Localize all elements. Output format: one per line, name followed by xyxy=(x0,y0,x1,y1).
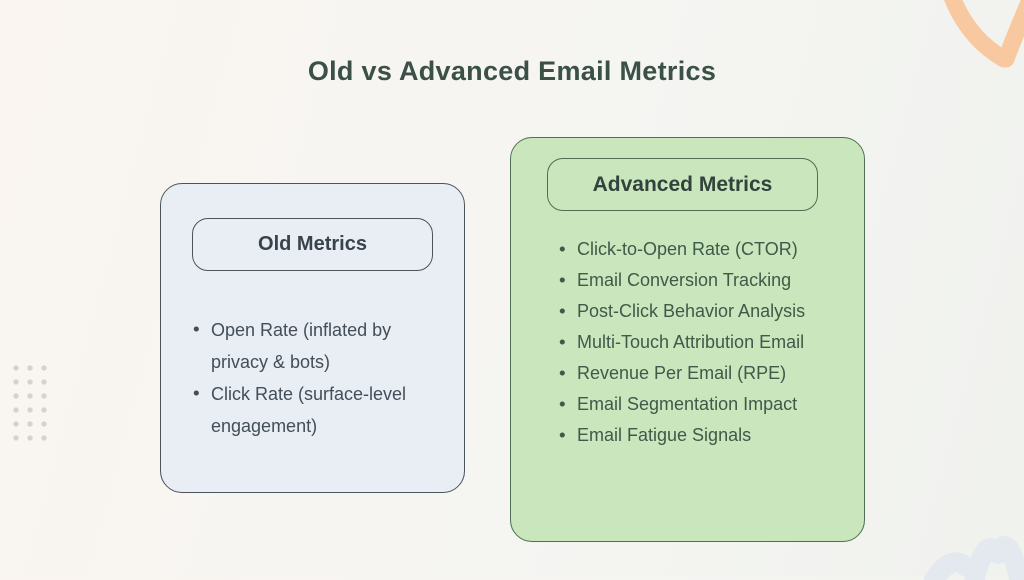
list-item: Click-to-Open Rate (CTOR) xyxy=(559,234,837,265)
old-metrics-list: Open Rate (inflated by privacy & bots) C… xyxy=(191,314,441,442)
list-item: Revenue Per Email (RPE) xyxy=(559,358,837,389)
advanced-metrics-header: Advanced Metrics xyxy=(547,158,818,211)
list-item: Click Rate (surface-level engagement) xyxy=(193,378,431,442)
advanced-metrics-header-label: Advanced Metrics xyxy=(592,172,773,196)
advanced-metrics-card: Advanced Metrics Click-to-Open Rate (CTO… xyxy=(510,137,865,542)
old-metrics-header: Old Metrics xyxy=(192,218,433,271)
list-item: Email Conversion Tracking xyxy=(559,265,837,296)
list-item: Post-Click Behavior Analysis xyxy=(559,296,837,327)
zigzag-icon xyxy=(924,536,1024,580)
page-title: Old vs Advanced Email Metrics xyxy=(307,56,717,86)
old-metrics-card: Old Metrics Open Rate (inflated by priva… xyxy=(160,183,465,493)
list-item: Open Rate (inflated by privacy & bots) xyxy=(193,314,431,378)
list-item: Multi-Touch Attribution Email xyxy=(559,327,837,358)
dot-grid-icon xyxy=(6,358,51,446)
list-item: Email Segmentation Impact xyxy=(559,389,837,420)
advanced-metrics-list: Click-to-Open Rate (CTOR) Email Conversi… xyxy=(557,234,842,451)
list-item: Email Fatigue Signals xyxy=(559,420,837,451)
old-metrics-header-label: Old Metrics xyxy=(258,233,367,255)
